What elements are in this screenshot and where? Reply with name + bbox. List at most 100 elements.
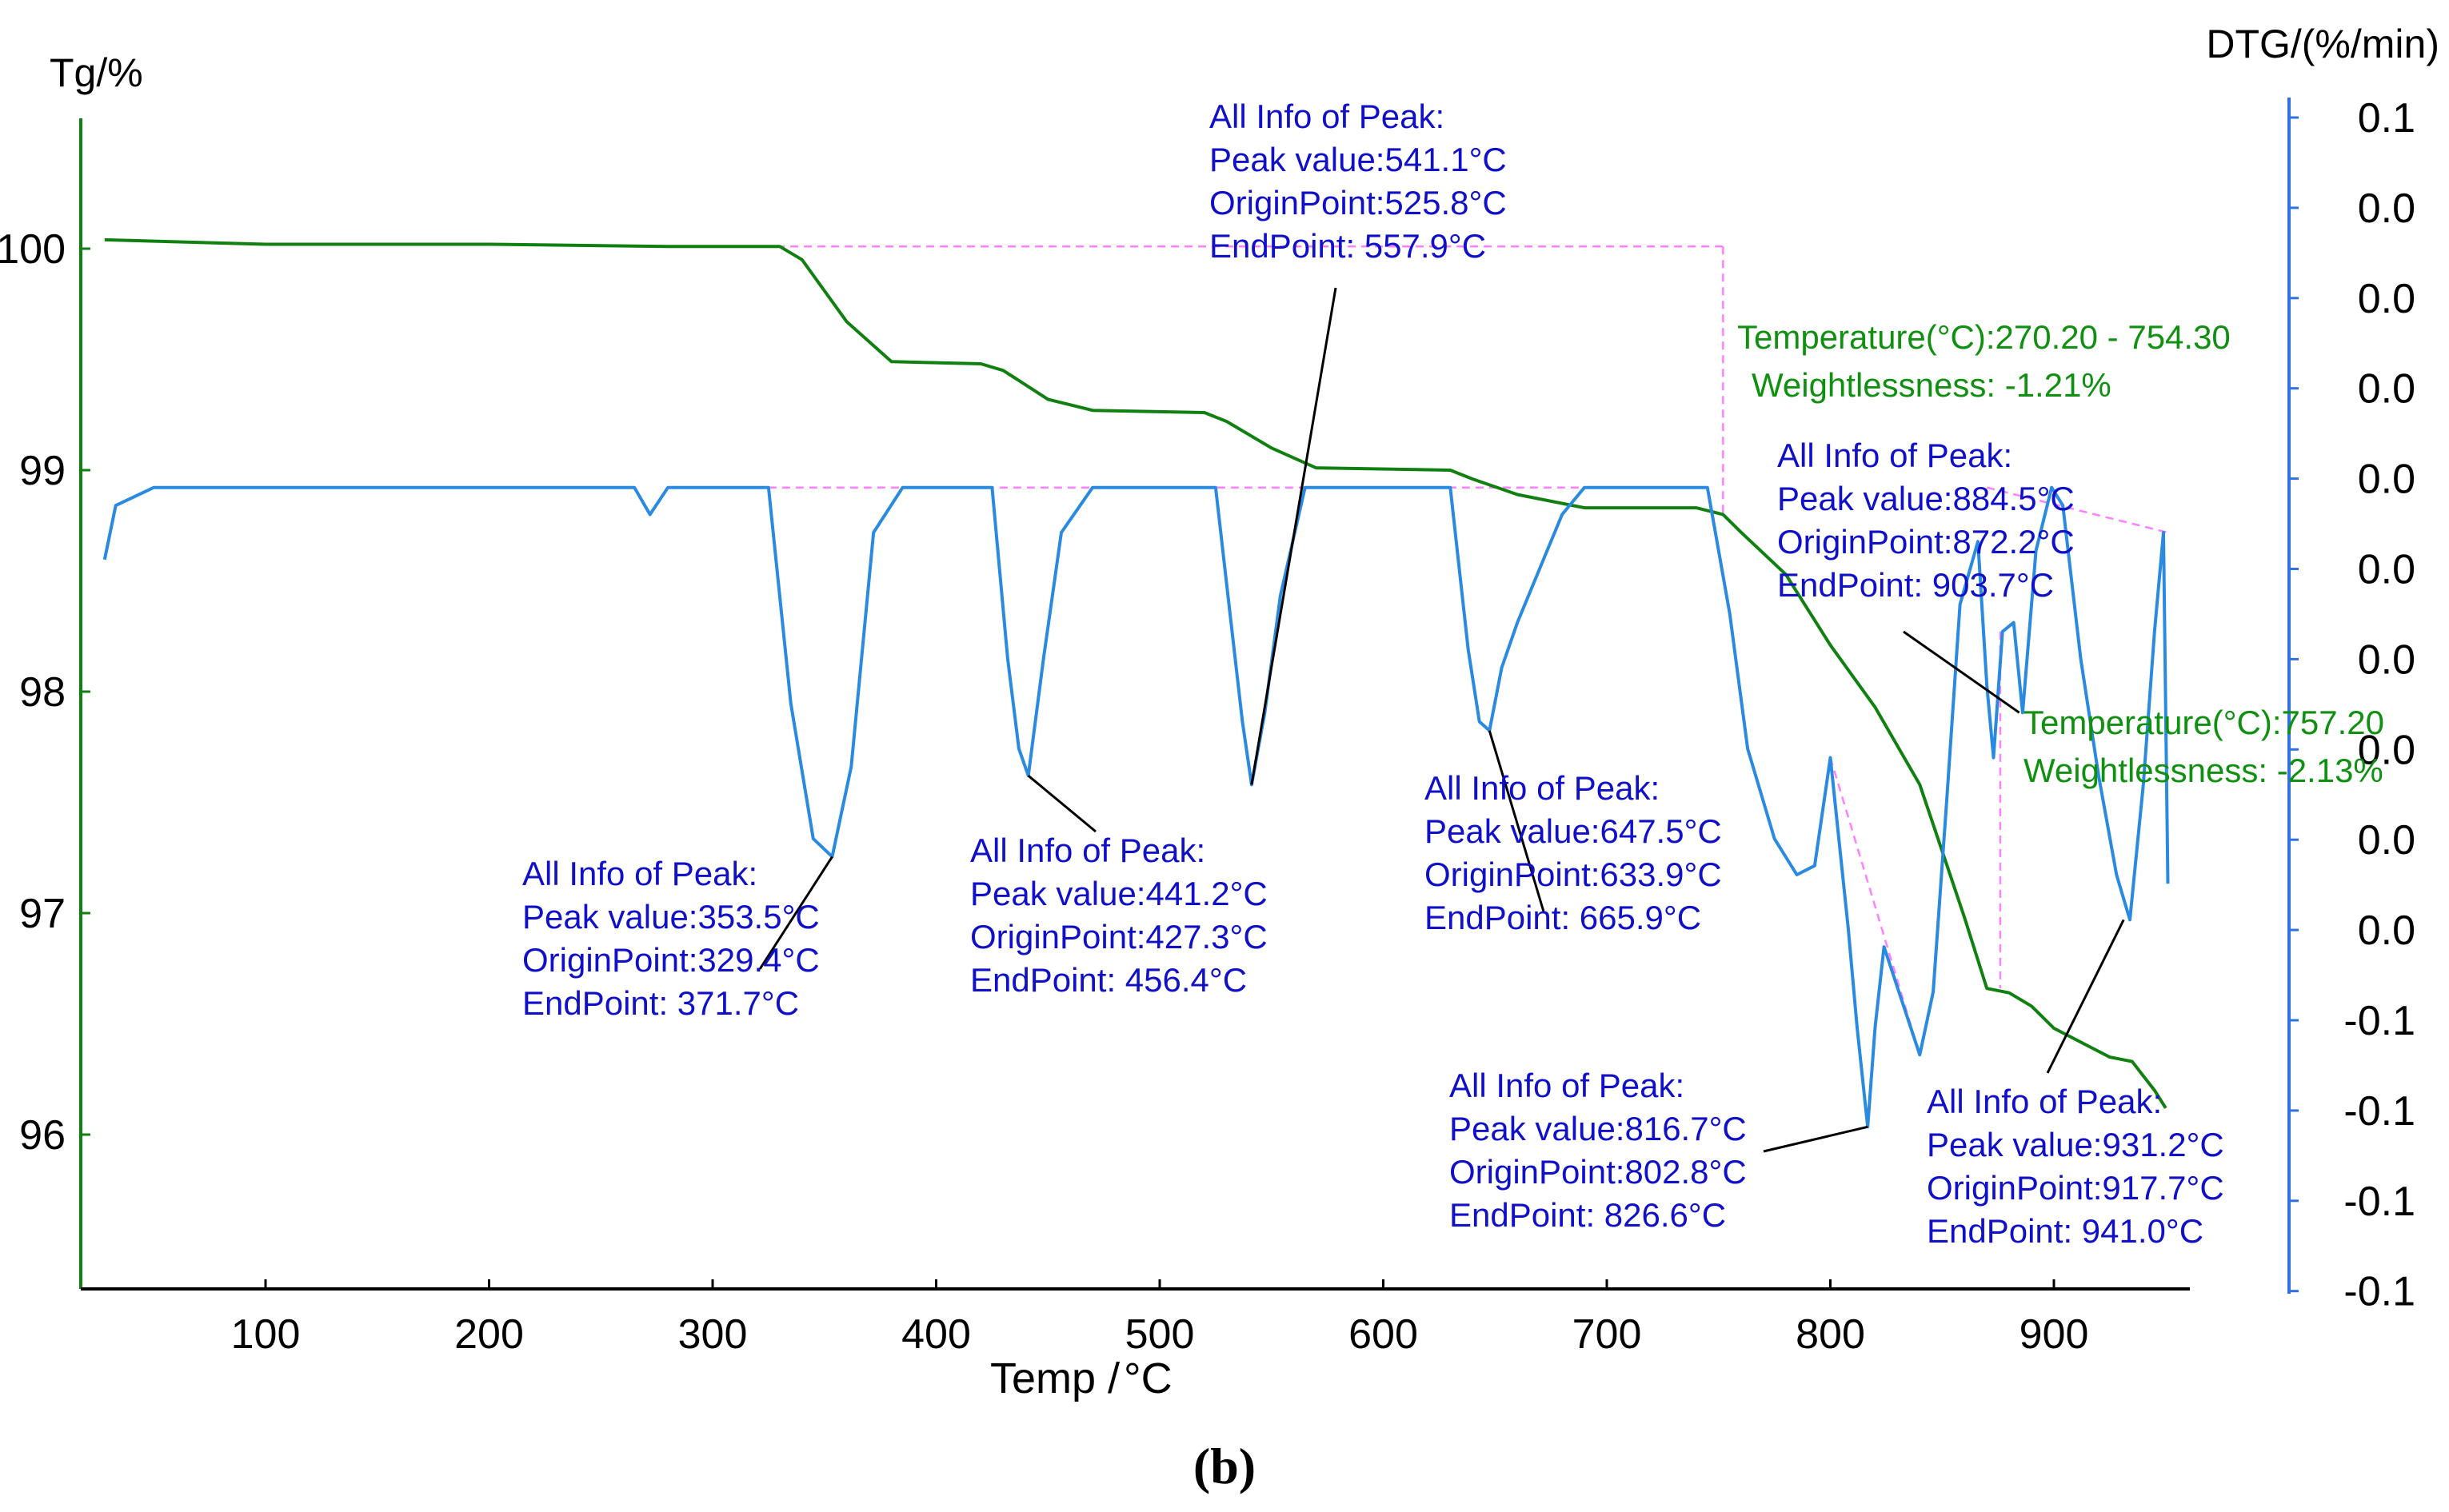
- annotation-leader-line: [1027, 774, 1097, 833]
- peak-annotation-line: EndPoint: 941.0°C: [1927, 1212, 2203, 1250]
- y-left-tick-label: 99: [19, 448, 66, 494]
- peak-annotation-line: Peak value:541.1°C: [1209, 141, 1507, 178]
- x-tick-label: 800: [1796, 1311, 1865, 1358]
- annotation-leader-line: [1763, 1125, 1868, 1153]
- annotation-leader-line: [1488, 730, 1545, 912]
- peak-annotation-line: All Info of Peak:: [1209, 98, 1444, 135]
- x-tick-label: 500: [1125, 1311, 1195, 1358]
- y-right-tick-label: 0.0: [2358, 636, 2415, 683]
- annotation-unit: °C: [1709, 1110, 1747, 1147]
- peak-annotation-block: All Info of Peak: Peak value:441.2°C Origi…: [970, 832, 1268, 999]
- y-right-tick-label: -0.1: [2343, 1179, 2415, 1225]
- tg-curve: [104, 237, 2167, 1109]
- y-right-tick-label: 0.0: [2358, 727, 2415, 773]
- mass-loss-weightlessness: Weightlessness: -1.21%: [1752, 366, 2111, 404]
- x-tick-label: 200: [454, 1311, 524, 1358]
- peak-annotation-line: OriginPoint:917.7°C: [1927, 1169, 2224, 1207]
- y-right-tick-label: -0.1: [2343, 998, 2415, 1044]
- y-left-tick-label: 98: [19, 669, 66, 716]
- peak-annotation-line: All Info of Peak:: [1927, 1083, 2162, 1120]
- peak-annotations: All Info of Peak: Peak value:353.5°C Origi…: [522, 98, 2224, 1250]
- mass-loss-annotations: Temperature(°C):270.20 - 754.30 Weightles…: [1737, 318, 2384, 789]
- peak-annotation-block: All Info of Peak: Peak value:647.5°C Origi…: [1424, 769, 1722, 936]
- annotation-unit: °C: [1469, 184, 1507, 221]
- annotation-unit: °C: [1469, 141, 1507, 178]
- annotation-unit: °C: [1664, 899, 1701, 936]
- peak-annotation-line: EndPoint: 826.6°C: [1449, 1196, 1726, 1234]
- annotation-leader-line: [2046, 919, 2125, 1074]
- peak-annotation-line: Peak value:816.7°C: [1449, 1110, 1747, 1147]
- peak-annotation-line: EndPoint: 456.4°C: [970, 961, 1247, 999]
- annotation-unit: °C: [782, 898, 820, 936]
- y-right-tick-label: -0.1: [2343, 1269, 2415, 1315]
- peak-annotation-block: All Info of Peak: Peak value:541.1°C Origi…: [1209, 98, 1507, 265]
- peak-annotation-line: Peak value:353.5°C: [522, 898, 820, 936]
- peak-annotation-line: All Info of Peak:: [1777, 437, 2012, 474]
- leader-lines: [758, 287, 2125, 1153]
- mass-loss-weightlessness: Weightlessness: -2.13%: [2024, 752, 2383, 789]
- peak-annotation-line: OriginPoint:802.8°C: [1449, 1153, 1747, 1191]
- annotation-unit: °C: [1230, 918, 1268, 955]
- annotation-leader-line: [1903, 630, 2020, 714]
- annotation-unit: °C: [2037, 480, 2075, 517]
- dtg-curve: [102, 485, 2170, 1129]
- annotation-unit: °C: [782, 941, 820, 979]
- annotation-unit: °C: [761, 984, 799, 1022]
- x-tick-label: 300: [678, 1311, 748, 1358]
- annotation-leader-line: [758, 856, 833, 970]
- peak-annotation-line: All Info of Peak:: [970, 832, 1205, 869]
- annotation-unit: °C: [1688, 1196, 1726, 1234]
- tick-marks: [81, 116, 2299, 1293]
- x-tick-label: 700: [1572, 1311, 1642, 1358]
- dtg-baseline-guide: [1986, 486, 2168, 534]
- annotation-unit: °C: [2187, 1126, 2224, 1163]
- y-left-tick-label: 100: [0, 226, 66, 273]
- annotation-leader-line: [1250, 287, 1337, 785]
- peak-annotation-line: OriginPoint:633.9°C: [1424, 856, 1722, 893]
- y-right-tick-label: 0.0: [2358, 908, 2415, 954]
- peak-annotation-line: EndPoint: 903.7°C: [1777, 566, 2054, 604]
- peak-annotation-block: All Info of Peak: Peak value:353.5°C Origi…: [522, 855, 820, 1022]
- y-right-tick-label: 0.1: [2358, 95, 2415, 142]
- mass-loss-temperature: Temperature(°C):270.20 - 754.30: [1737, 318, 2231, 356]
- x-axis-label: Temp /: [990, 1354, 1120, 1402]
- y-right-tick-label: 0.0: [2358, 276, 2415, 322]
- panel-label: (b): [1193, 1438, 1256, 1494]
- y-right-tick-label: -0.1: [2343, 1088, 2415, 1135]
- y-right-tick-label: 0.0: [2358, 547, 2415, 593]
- annotation-unit: °C: [2016, 566, 2054, 604]
- x-tick-label: 100: [231, 1311, 301, 1358]
- peak-annotation-line: All Info of Peak:: [1424, 769, 1660, 807]
- peak-annotation-line: EndPoint: 371.7°C: [522, 984, 799, 1022]
- annotation-unit: °C: [2187, 1169, 2224, 1207]
- y-right-tick-label: 0.0: [2358, 817, 2415, 864]
- y-left-axis-label: Tg/%: [50, 50, 143, 95]
- peak-annotation-line: All Info of Peak:: [1449, 1067, 1684, 1104]
- y-left-tick-label: 96: [19, 1112, 66, 1159]
- annotation-unit: °C: [2037, 523, 2075, 561]
- peak-annotation-line: Peak value:441.2°C: [970, 875, 1268, 912]
- peak-annotation-block: All Info of Peak: Peak value:931.2°C Origi…: [1927, 1083, 2224, 1250]
- peak-annotation-line: OriginPoint:525.8°C: [1209, 184, 1507, 221]
- peak-annotation-line: Peak value:647.5°C: [1424, 812, 1722, 850]
- peak-annotation-line: EndPoint: 665.9°C: [1424, 899, 1701, 936]
- series-lines: [102, 237, 2170, 1129]
- peak-annotation-block: All Info of Peak: Peak value:884.5°C Origi…: [1777, 437, 2075, 604]
- peak-annotation-line: Peak value:931.2°C: [1927, 1126, 2224, 1163]
- y-right-tick-label: 0.0: [2358, 366, 2415, 413]
- y-right-tick-label: 0.0: [2358, 186, 2415, 232]
- annotation-unit: °C: [1684, 856, 1722, 893]
- peak-annotation-line: Peak value:884.5°C: [1777, 480, 2075, 517]
- mass-loss-temperature: Temperature(°C):757.20: [2024, 704, 2384, 741]
- annotation-unit: °C: [1448, 227, 1486, 265]
- annotation-unit: °C: [2166, 1212, 2203, 1250]
- x-tick-label: 400: [901, 1311, 971, 1358]
- peak-annotation-line: All Info of Peak:: [522, 855, 757, 892]
- peak-annotation-line: OriginPoint:329.4°C: [522, 941, 820, 979]
- peak-annotation-line: OriginPoint:872.2°C: [1777, 523, 2075, 561]
- peak-annotation-line: EndPoint: 557.9°C: [1209, 227, 1486, 265]
- x-tick-label: 900: [2020, 1311, 2089, 1358]
- x-axis-unit: °C: [1124, 1354, 1173, 1402]
- peak-annotation-line: OriginPoint:427.3°C: [970, 918, 1268, 955]
